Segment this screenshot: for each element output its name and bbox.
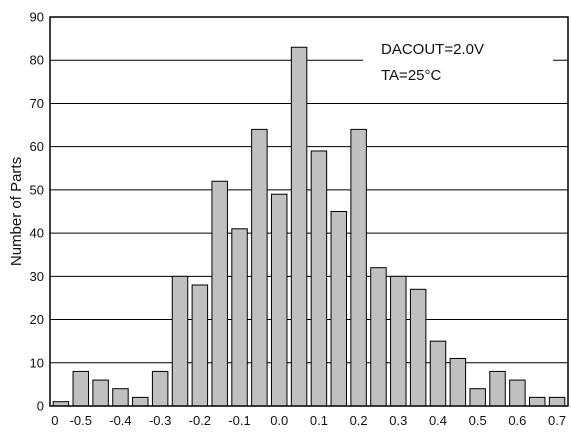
- y-axis-label: Number of Parts: [8, 157, 25, 266]
- annotation-dacout: DACOUT=2.0V: [381, 41, 484, 58]
- histogram-bar: [151, 370, 169, 407]
- x-tick-label: 0.3: [389, 413, 407, 428]
- annotation-box: [363, 30, 553, 92]
- histogram-bar: [132, 396, 149, 407]
- histogram-bar: [449, 357, 467, 407]
- histogram-bar: [171, 275, 189, 407]
- x-tick-label: -0.4: [109, 413, 131, 428]
- x-tick-label: 0.0: [270, 413, 288, 428]
- histogram-bar: [231, 228, 248, 407]
- histogram-bar: [112, 388, 129, 407]
- y-tick-label: 80: [30, 53, 44, 68]
- histogram-bar: [211, 180, 228, 407]
- histogram-bar: [489, 370, 506, 407]
- x-tick-labels: 0 -0.5 -0.4 -0.3 -0.2 -0.1 0.0 0.1 0.2 0.3 0.4 0.5 0…: [51, 413, 566, 428]
- histogram-bar: [92, 379, 109, 407]
- histogram-bar: [191, 284, 209, 407]
- y-tick-label: 30: [30, 269, 44, 284]
- x-tick-label: 0.5: [469, 413, 487, 428]
- y-tick-labels: 0 10 20 30 40 50 60 70 80 90: [30, 10, 44, 414]
- x-tick-label: 0.1: [310, 413, 328, 428]
- x-tick-label: -0.1: [228, 413, 250, 428]
- x-tick-label: 0.6: [508, 413, 526, 428]
- histogram-bar: [409, 288, 427, 407]
- y-tick-label: 20: [30, 312, 44, 327]
- histogram-bar: [330, 211, 348, 407]
- gridlines: [50, 59, 568, 364]
- y-tick-label: 10: [30, 355, 44, 370]
- x-tick-label: 0.7: [548, 413, 566, 428]
- x-tick-label: -0.2: [189, 413, 211, 428]
- histogram-bar: [528, 396, 546, 407]
- histogram-bar: [350, 128, 367, 407]
- x-tick-label: -0.5: [70, 413, 92, 428]
- histogram-bar: [469, 388, 486, 407]
- x-tick-label: -0.3: [149, 413, 171, 428]
- histogram-bar: [390, 275, 407, 407]
- y-tick-label: 40: [30, 226, 44, 241]
- histogram-bar: [548, 396, 566, 407]
- x-tick-label: 0.4: [429, 413, 447, 428]
- y-tick-label: 50: [30, 182, 44, 197]
- y-tick-label: 90: [30, 10, 44, 25]
- y-tick-label: 0: [37, 399, 44, 414]
- histogram-bar: [270, 193, 288, 407]
- x-tick-label: 0.2: [350, 413, 368, 428]
- y-tick-label: 60: [30, 139, 44, 154]
- x-tick-label: 0: [51, 413, 58, 428]
- annotation-temperature: TA=25°C: [381, 67, 441, 84]
- histogram-bar: [310, 150, 328, 407]
- histogram-bar: [429, 340, 447, 407]
- histogram-bar: [370, 267, 387, 407]
- bars: [52, 46, 566, 407]
- plot-frame: [49, 16, 569, 407]
- histogram-bar: [72, 370, 90, 407]
- y-tick-label: 70: [30, 96, 44, 111]
- histogram-bar: [509, 379, 526, 407]
- histogram-bar: [290, 46, 308, 407]
- histogram-bar: [251, 128, 268, 407]
